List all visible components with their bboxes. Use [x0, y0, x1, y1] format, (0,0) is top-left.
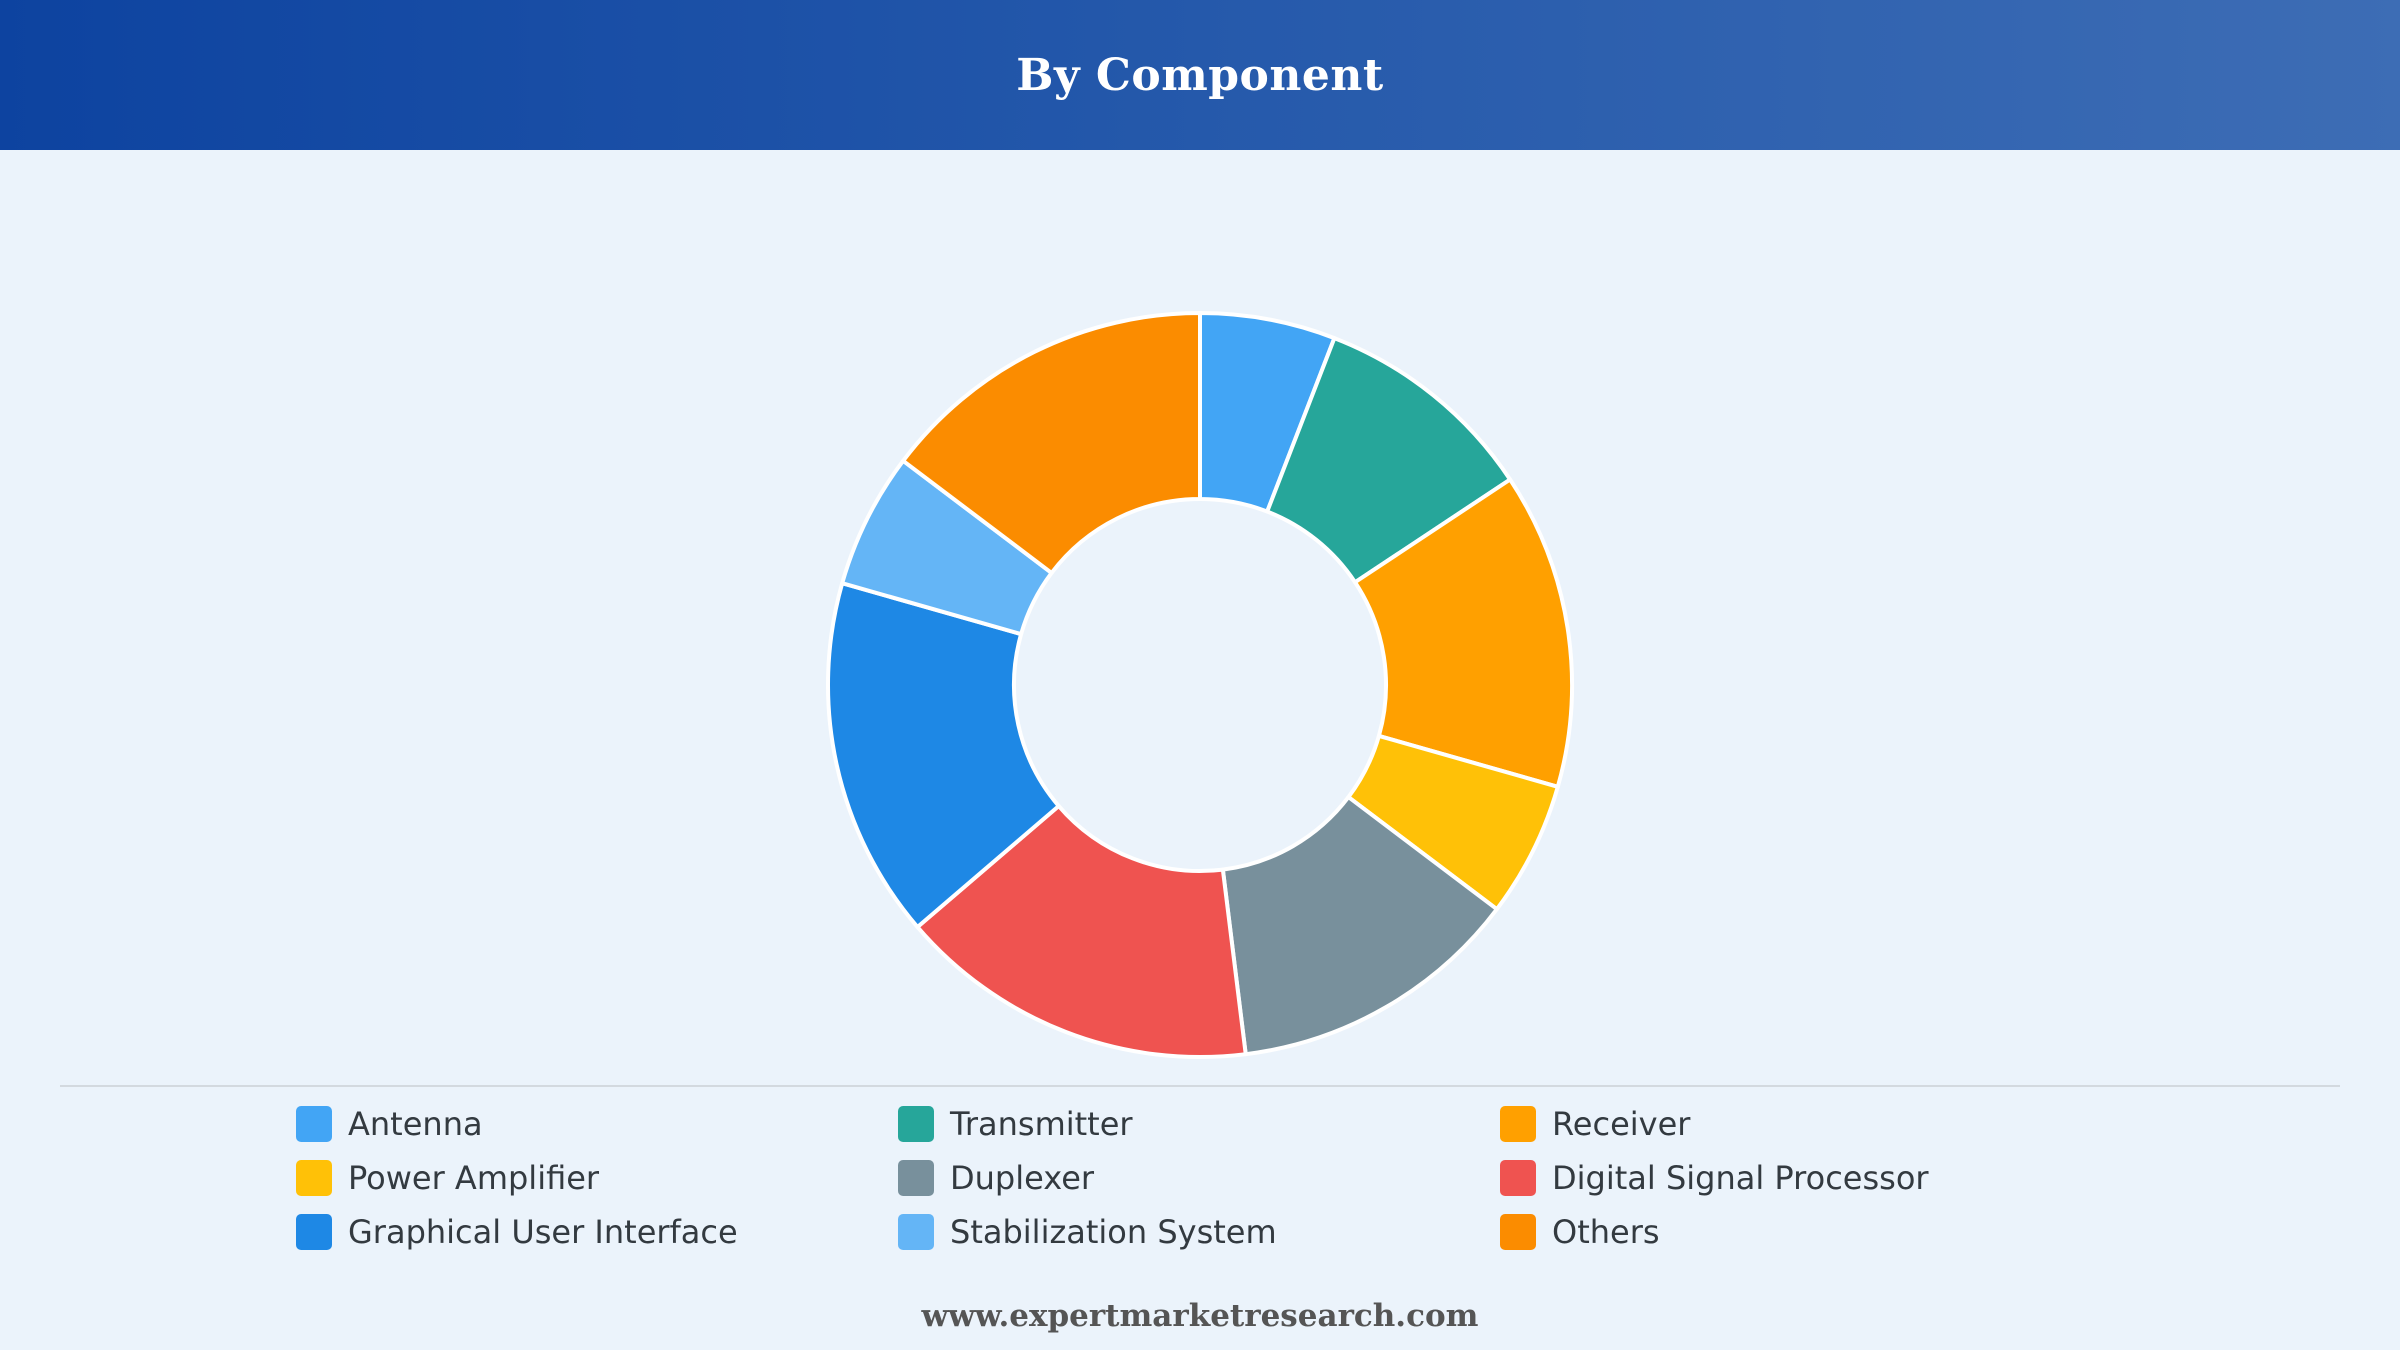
legend-item-duplexer: Duplexer: [898, 1151, 1500, 1205]
legend-item-power-amplifier: Power Amplifier: [296, 1151, 898, 1205]
legend-item-others: Others: [1500, 1205, 2102, 1259]
legend-swatch: [898, 1160, 934, 1196]
chart-legend: Antenna Transmitter Receiver Power Amplifie…: [296, 1097, 2196, 1259]
legend-swatch: [1500, 1160, 1536, 1196]
legend-swatch: [1500, 1214, 1536, 1250]
legend-item-antenna: Antenna: [296, 1097, 898, 1151]
donut-slice-graphical-user-interface: [826, 581, 1061, 930]
legend-label: Digital Signal Processor: [1552, 1159, 1929, 1197]
chart-title: By Component: [1016, 49, 1384, 101]
donut-slice-duplexer: [1220, 795, 1499, 1057]
legend-label: Graphical User Interface: [348, 1213, 738, 1251]
legend-item-transmitter: Transmitter: [898, 1097, 1500, 1151]
legend-divider: [60, 1085, 2340, 1087]
donut-slice-digital-signal-processor: [915, 804, 1248, 1059]
legend-label: Others: [1552, 1213, 1660, 1251]
donut-slice-others: [901, 311, 1202, 575]
legend-swatch: [296, 1214, 332, 1250]
legend-item-graphical-user-interface: Graphical User Interface: [296, 1205, 898, 1259]
header-bar: By Component: [0, 0, 2400, 150]
legend-swatch: [1500, 1106, 1536, 1142]
footer-website: www.expertmarketresearch.com: [921, 1298, 1479, 1334]
legend-label: Receiver: [1552, 1105, 1691, 1143]
legend-label: Transmitter: [950, 1105, 1133, 1143]
legend-item-digital-signal-processor: Digital Signal Processor: [1500, 1151, 2102, 1205]
legend-swatch: [296, 1160, 332, 1196]
legend-item-receiver: Receiver: [1500, 1097, 2102, 1151]
legend-label: Stabilization System: [950, 1213, 1277, 1251]
legend-item-stabilization-system: Stabilization System: [898, 1205, 1500, 1259]
legend-swatch: [898, 1106, 934, 1142]
legend-label: Antenna: [348, 1105, 483, 1143]
legend-label: Duplexer: [950, 1159, 1095, 1197]
donut-slice-receiver: [1353, 477, 1574, 789]
legend-label: Power Amplifier: [348, 1159, 600, 1197]
legend-swatch: [898, 1214, 934, 1250]
chart-area: [0, 150, 2400, 1085]
legend-swatch: [296, 1106, 332, 1142]
donut-chart: [826, 311, 1574, 1059]
